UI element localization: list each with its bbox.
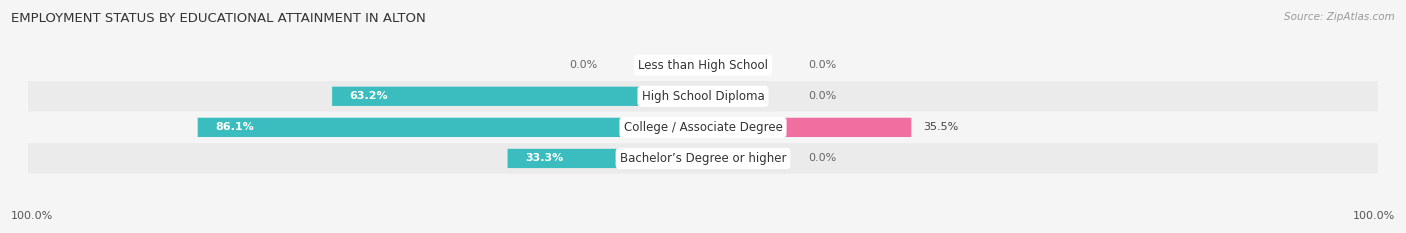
- Text: 100.0%: 100.0%: [1353, 211, 1395, 221]
- FancyBboxPatch shape: [28, 143, 1378, 174]
- FancyBboxPatch shape: [703, 56, 749, 75]
- Text: Less than High School: Less than High School: [638, 59, 768, 72]
- Text: 0.0%: 0.0%: [808, 60, 837, 70]
- FancyBboxPatch shape: [703, 87, 749, 106]
- Text: 0.0%: 0.0%: [808, 91, 837, 101]
- Text: 86.1%: 86.1%: [215, 122, 254, 132]
- Text: 0.0%: 0.0%: [808, 154, 837, 163]
- FancyBboxPatch shape: [28, 50, 1378, 80]
- Text: EMPLOYMENT STATUS BY EDUCATIONAL ATTAINMENT IN ALTON: EMPLOYMENT STATUS BY EDUCATIONAL ATTAINM…: [11, 12, 426, 25]
- Text: 100.0%: 100.0%: [11, 211, 53, 221]
- FancyBboxPatch shape: [657, 56, 703, 75]
- FancyBboxPatch shape: [28, 81, 1378, 112]
- Text: College / Associate Degree: College / Associate Degree: [624, 121, 782, 134]
- Legend: In Labor Force, Unemployed: In Labor Force, Unemployed: [596, 230, 810, 233]
- FancyBboxPatch shape: [28, 112, 1378, 143]
- FancyBboxPatch shape: [703, 149, 749, 168]
- FancyBboxPatch shape: [703, 118, 911, 137]
- FancyBboxPatch shape: [198, 118, 703, 137]
- Text: Bachelor’s Degree or higher: Bachelor’s Degree or higher: [620, 152, 786, 165]
- Text: 33.3%: 33.3%: [526, 154, 564, 163]
- FancyBboxPatch shape: [508, 149, 703, 168]
- Text: 0.0%: 0.0%: [569, 60, 598, 70]
- FancyBboxPatch shape: [332, 87, 703, 106]
- Text: High School Diploma: High School Diploma: [641, 90, 765, 103]
- Text: 35.5%: 35.5%: [924, 122, 959, 132]
- Text: 63.2%: 63.2%: [350, 91, 388, 101]
- Text: Source: ZipAtlas.com: Source: ZipAtlas.com: [1284, 12, 1395, 22]
